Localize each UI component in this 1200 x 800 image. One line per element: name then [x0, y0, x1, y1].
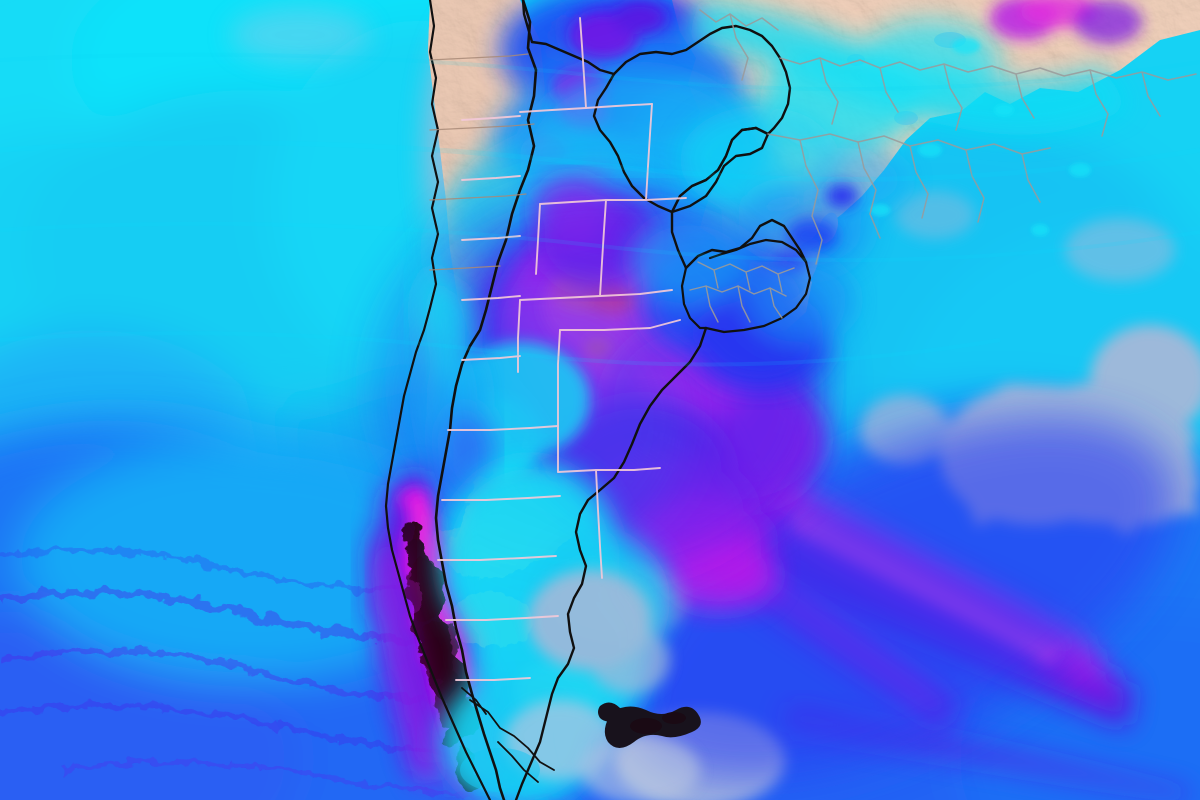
- admin-borders-uruguay: [689, 261, 795, 323]
- brazil-interior-weak: [870, 38, 1091, 236]
- andes-extreme-speckle-2: [406, 558, 469, 728]
- admin-borders-argentina: [437, 17, 687, 681]
- falkland-islands: [598, 702, 701, 748]
- border-argentina-bolivia: [530, 40, 616, 76]
- border-uruguay-argentina: [680, 266, 708, 330]
- frontal-halo: [623, 417, 1177, 783]
- coast-chile-pacific: [384, 0, 492, 800]
- scan-texture: [0, 52, 1200, 367]
- border-chile-bolivia: [521, 0, 534, 44]
- borders-layer: [384, 0, 1197, 800]
- border-uruguay-brazil: [684, 218, 808, 270]
- border-paraguay-bolivia: [612, 24, 792, 136]
- uruguay-precip: [630, 216, 855, 392]
- patagonia-pale: [505, 570, 700, 800]
- admin-borders-grey: [699, 9, 1197, 265]
- border-patagonia-channels: [461, 687, 555, 783]
- border-paraguay-brazil: [670, 126, 770, 214]
- admin-borders-chile: [429, 53, 535, 271]
- border-chile-argentina: [434, 0, 538, 800]
- coast-argentina-atlantic: [514, 326, 708, 800]
